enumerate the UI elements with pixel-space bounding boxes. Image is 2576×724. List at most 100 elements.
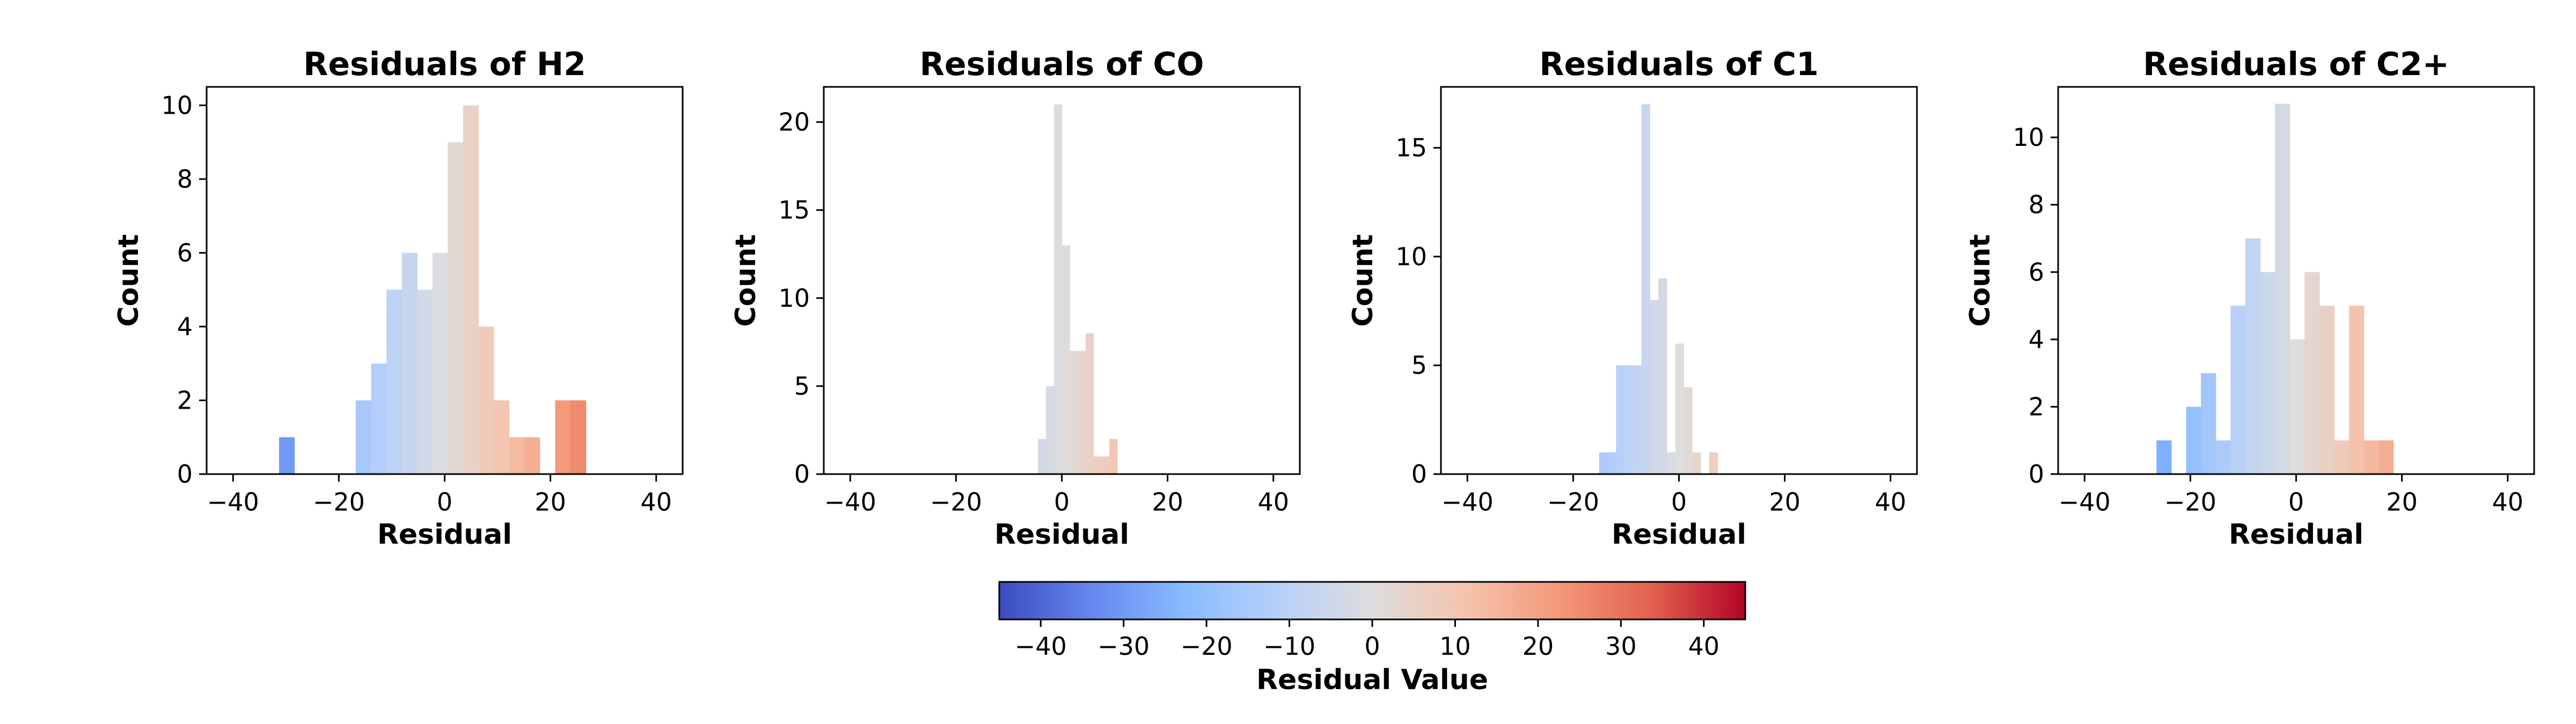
histogram-bar <box>2334 440 2350 474</box>
histogram-bar <box>2275 104 2290 474</box>
x-axis-label: Residual <box>377 519 512 551</box>
y-axis-label: Count <box>730 234 762 327</box>
x-tick-label: 0 <box>437 487 452 516</box>
colorbar-tick-label: −10 <box>1263 632 1315 661</box>
x-tick-label: 40 <box>640 487 672 516</box>
histogram-bar <box>2156 440 2172 474</box>
histogram-panel-co: −40 −20 0 20 40 0 5 10 15 20 Residuals of CO Residu… <box>730 46 1301 551</box>
histogram-bar <box>1053 104 1063 474</box>
histogram-bar <box>478 326 494 474</box>
x-tick-label: −40 <box>207 487 259 516</box>
histogram-bar <box>555 400 571 474</box>
colorbar-tick-label: −20 <box>1181 632 1233 661</box>
histogram-panel-c2plus: −40 −20 0 20 40 0 2 4 6 8 10 Residuals of C2+ Residu… <box>1964 46 2535 551</box>
x-axis-label: Residual <box>1612 519 1746 551</box>
histogram-bars <box>1038 104 1118 474</box>
histogram-bar <box>2215 440 2231 474</box>
histogram-bar <box>570 400 587 474</box>
x-tick-label: −20 <box>1547 487 1599 516</box>
panel-title: Residuals of C1 <box>1539 46 1819 83</box>
y-tick-label: 10 <box>1395 242 1427 271</box>
y-tick-label: 6 <box>177 238 193 267</box>
x-tick-label: −20 <box>2164 487 2216 516</box>
histogram-bar <box>2379 440 2394 474</box>
histogram-bar <box>1692 452 1701 474</box>
colorbar-tick-label: 30 <box>1605 632 1637 661</box>
histogram-bar <box>1109 439 1118 474</box>
histogram-bar <box>432 253 449 474</box>
histogram-bar <box>1616 365 1625 474</box>
histogram-bar <box>2363 440 2379 474</box>
x-tick-label: 0 <box>2288 487 2304 516</box>
y-axis-label: Count <box>113 234 145 327</box>
x-tick-label: −40 <box>2059 487 2111 516</box>
histogram-bar <box>417 290 433 474</box>
colorbar-label: Residual Value <box>1256 664 1488 696</box>
x-tick-label: 40 <box>2492 487 2523 516</box>
histogram-bar <box>1599 452 1608 474</box>
x-tick-label: −40 <box>824 487 876 516</box>
x-axis-label: Residual <box>2229 519 2363 551</box>
histogram-bar <box>448 142 464 474</box>
histogram-bar <box>401 253 418 474</box>
y-tick-label: 8 <box>177 165 193 194</box>
histogram-bar <box>2319 306 2335 474</box>
histogram-bars <box>2156 104 2394 474</box>
y-tick-label: 10 <box>2012 123 2044 152</box>
x-tick-label: 0 <box>1671 487 1687 516</box>
histogram-bar <box>1666 452 1676 474</box>
histogram-bar <box>524 437 540 474</box>
colorbar-tick-label: 0 <box>1364 632 1380 661</box>
y-tick-label: 10 <box>778 284 810 313</box>
colorbar-tick-label: −40 <box>1015 632 1067 661</box>
y-tick-label: 6 <box>2029 257 2044 286</box>
x-axis-label: Residual <box>994 519 1129 551</box>
histogram-bar <box>1085 333 1094 474</box>
histogram-bar <box>463 105 479 474</box>
x-tick-label: −20 <box>930 487 982 516</box>
histogram-bar <box>2245 238 2261 474</box>
histogram-bar <box>1038 439 1046 474</box>
histogram-panel-h2: −40 −20 0 20 40 0 2 4 6 8 10 Residuals of H2 Residua… <box>113 46 684 551</box>
y-axis-label: Count <box>1347 234 1379 327</box>
y-tick-label: 5 <box>1411 351 1427 380</box>
panel-title: Residuals of CO <box>920 46 1204 83</box>
histogram-bar <box>1062 245 1070 474</box>
histogram-bar <box>1070 351 1078 474</box>
histogram-bar <box>1684 387 1693 474</box>
histogram-bar <box>2289 339 2305 474</box>
histogram-bar <box>1101 456 1110 474</box>
y-tick-label: 20 <box>778 108 810 137</box>
panel-title: Residuals of C2+ <box>2143 46 2449 83</box>
x-tick-label: 40 <box>1257 487 1289 516</box>
histogram-bar <box>509 437 525 474</box>
y-tick-label: 0 <box>177 460 193 489</box>
x-tick-label: 20 <box>1152 487 1183 516</box>
y-tick-label: 10 <box>161 91 193 120</box>
histogram-bar <box>2260 272 2275 474</box>
histogram-panel-c1: −40 −20 0 20 40 0 5 10 15 Residuals of C1 Residual… <box>1347 46 1918 551</box>
histogram-bar <box>1650 300 1659 474</box>
histogram-bar <box>1045 386 1055 474</box>
histogram-bar <box>279 437 295 474</box>
histogram-bar <box>1607 452 1616 474</box>
x-tick-label: 40 <box>1875 487 1906 516</box>
y-axis-label: Count <box>1964 234 1996 327</box>
panel-title: Residuals of H2 <box>303 46 586 83</box>
y-tick-label: 2 <box>2029 392 2044 421</box>
colorbar-gradient-bar <box>998 581 1746 620</box>
histogram-bar <box>2349 306 2365 474</box>
histogram-bar <box>1709 452 1718 474</box>
y-tick-label: 4 <box>177 312 193 341</box>
y-tick-label: 0 <box>2029 460 2044 489</box>
histogram-bars <box>1599 104 1718 474</box>
histogram-bar <box>1641 104 1650 474</box>
y-tick-label: 8 <box>2029 190 2044 219</box>
histogram-bar <box>1624 365 1634 474</box>
colorbar-tick-label: −30 <box>1097 632 1150 661</box>
histogram-bar <box>1675 343 1684 474</box>
histogram-bar <box>494 400 510 474</box>
y-tick-label: 2 <box>177 386 193 415</box>
colorbar-tick-label: 20 <box>1523 632 1554 661</box>
histogram-bar <box>371 363 387 474</box>
